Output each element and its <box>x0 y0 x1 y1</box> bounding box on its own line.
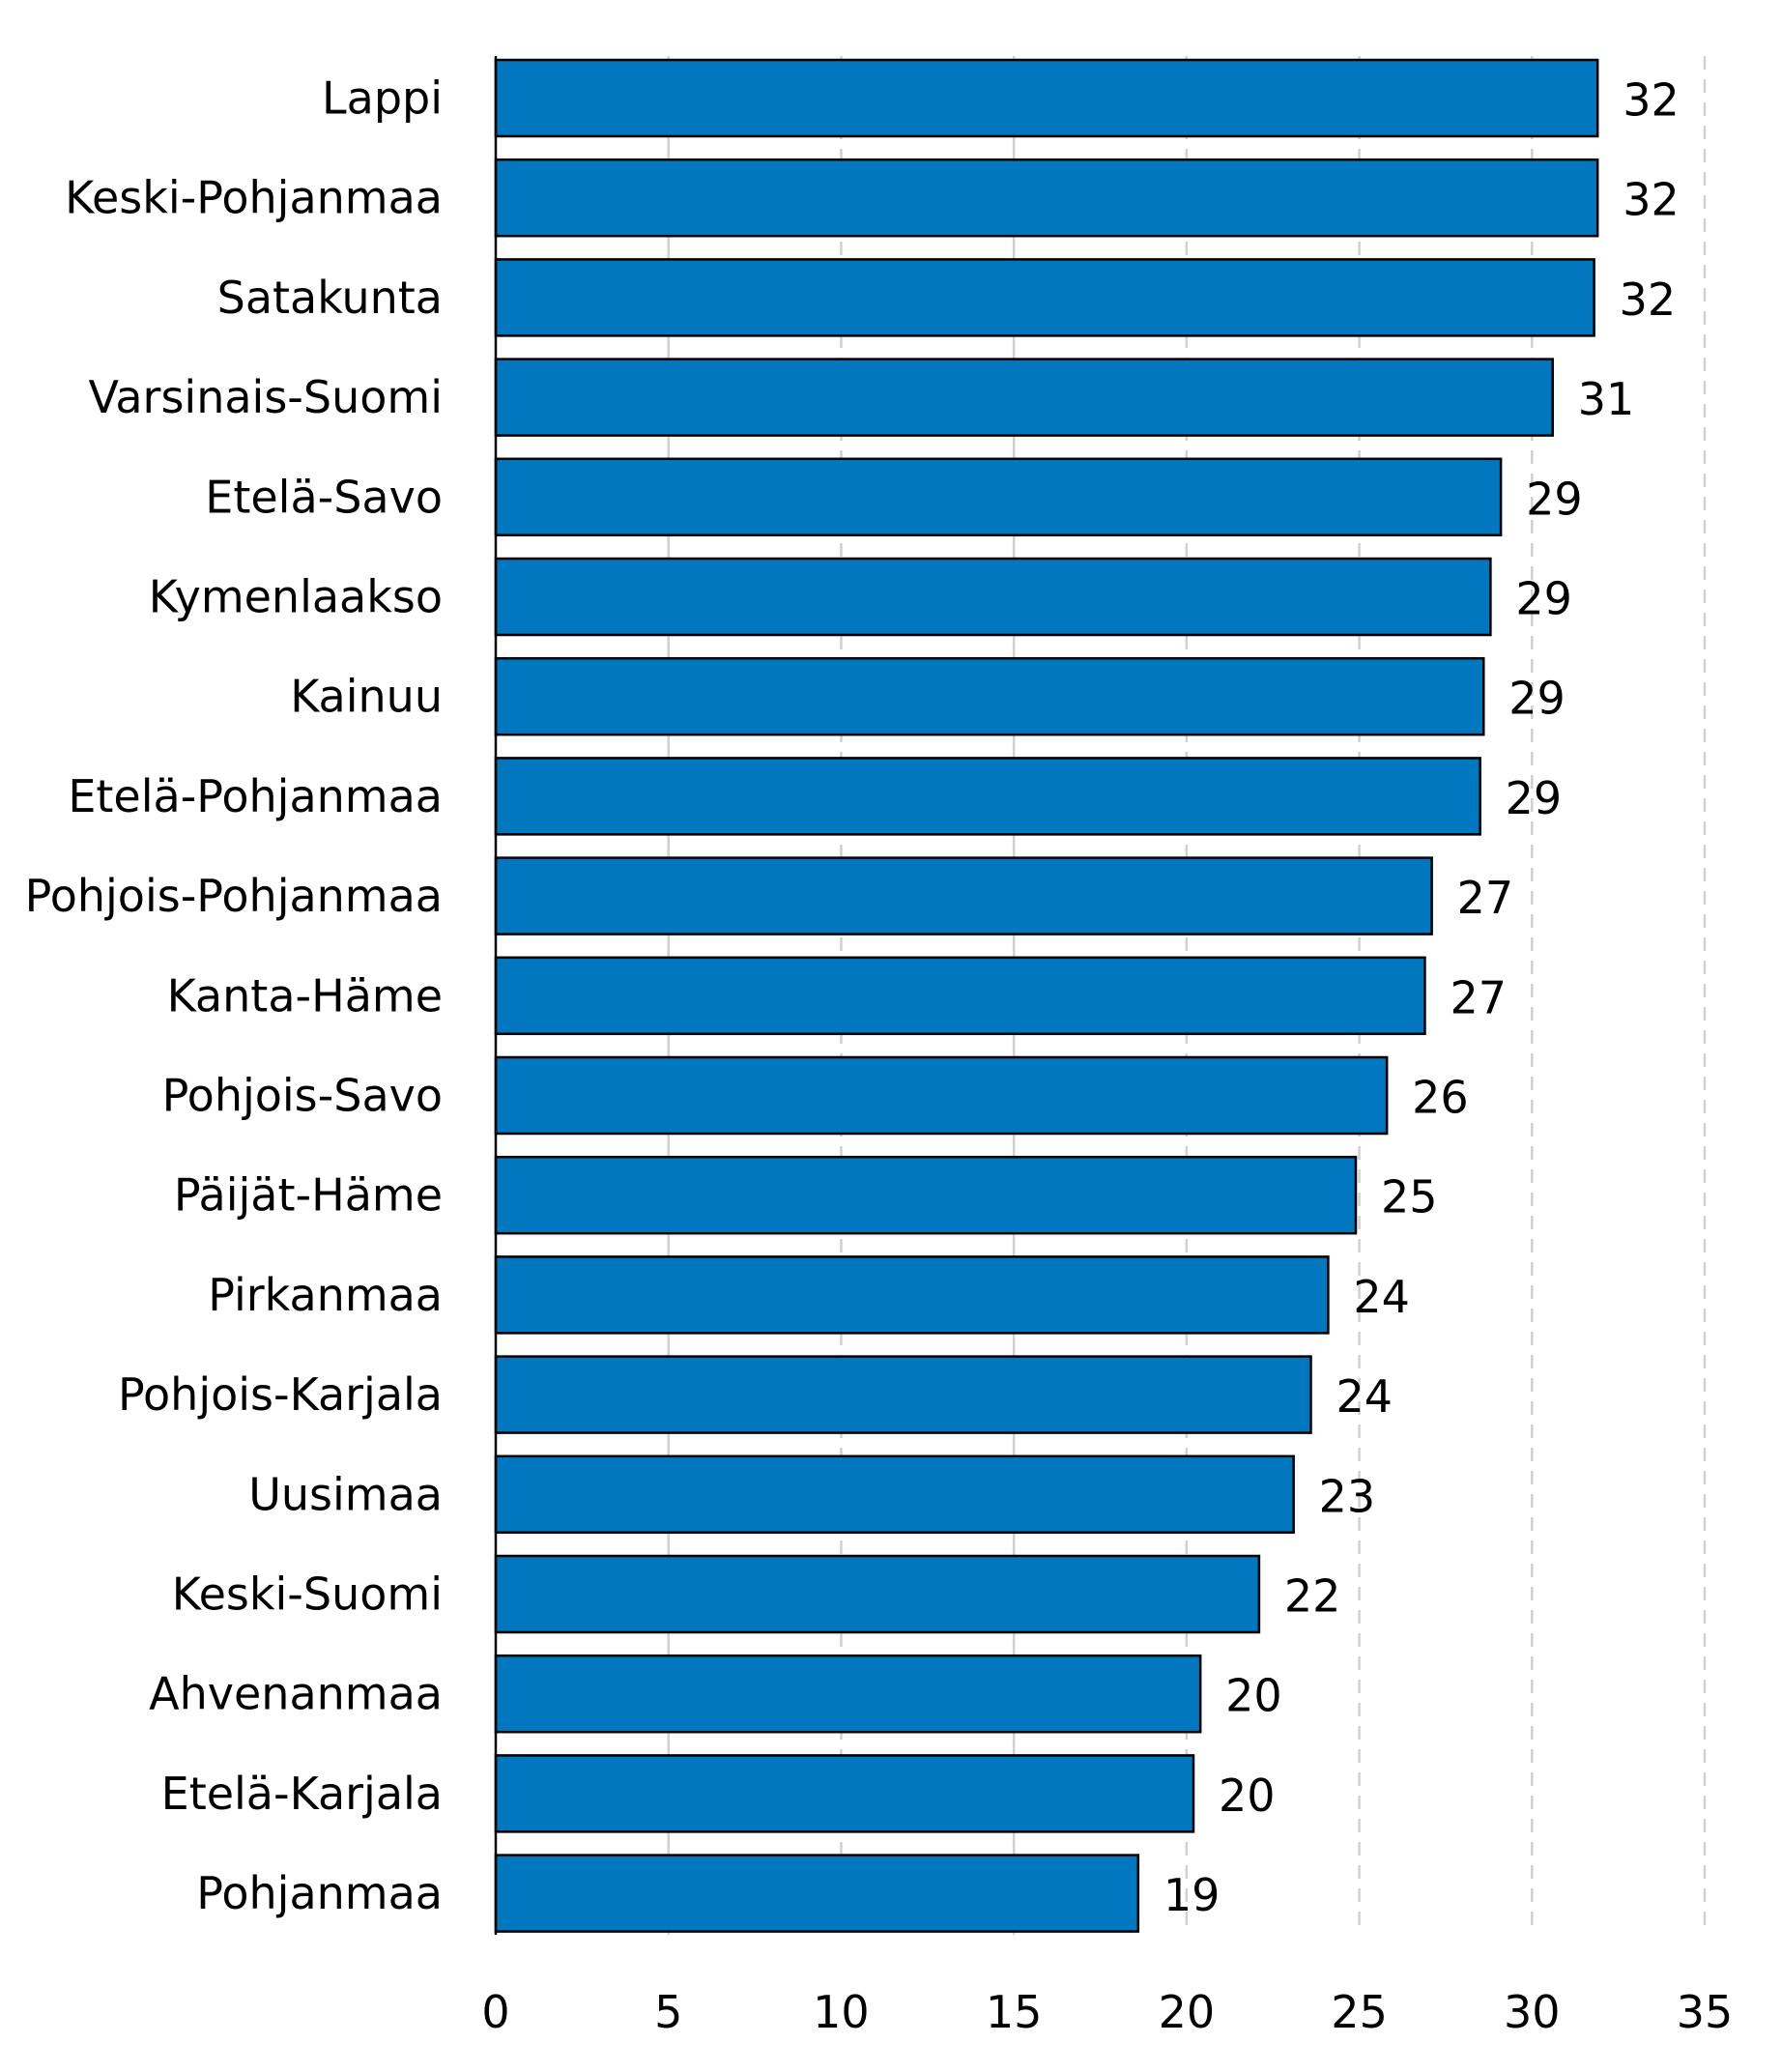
bar <box>494 358 1554 437</box>
data-label: 20 <box>1225 1670 1282 1722</box>
data-label: 31 <box>1578 373 1635 425</box>
x-tick-label: 25 <box>1331 1986 1388 2038</box>
category-label: Etelä-Karjala <box>161 1768 443 1820</box>
bar <box>494 1854 1140 1933</box>
x-tick-label: 15 <box>986 1986 1043 2038</box>
category-label: Pohjois-Pohjanmaa <box>25 870 443 922</box>
category-label: Etelä-Pohjanmaa <box>68 770 443 822</box>
bar <box>494 457 1503 537</box>
category-label: Pohjanmaa <box>196 1867 443 1919</box>
data-label: 29 <box>1508 673 1566 725</box>
category-label: Satakunta <box>217 272 443 324</box>
bar <box>494 956 1426 1036</box>
bar <box>494 757 1481 836</box>
data-label: 22 <box>1284 1570 1341 1623</box>
x-tick-label: 20 <box>1159 1986 1216 2038</box>
data-label: 24 <box>1353 1271 1410 1323</box>
bar <box>494 1355 1312 1434</box>
data-label: 23 <box>1319 1470 1376 1522</box>
bar <box>494 1255 1330 1335</box>
data-label: 32 <box>1623 174 1680 226</box>
bar <box>494 58 1599 138</box>
bar <box>494 1055 1389 1136</box>
labels: 0 5 10 15 20 25 30 35 Lappi 32 Keski-Pohjanmaa 32 Sa… <box>25 72 1734 2039</box>
bar <box>494 1155 1358 1235</box>
category-label: Pirkanmaa <box>208 1269 443 1321</box>
bar <box>494 1654 1202 1734</box>
category-label: Uusimaa <box>248 1468 443 1520</box>
category-label: Kainuu <box>290 671 443 723</box>
data-label: 20 <box>1219 1770 1276 1822</box>
x-tick-label: 5 <box>654 1986 682 2038</box>
data-label: 29 <box>1515 573 1572 625</box>
category-label: Keski-Suomi <box>172 1568 443 1621</box>
data-label: 26 <box>1412 1072 1469 1124</box>
x-tick-label: 0 <box>481 1986 509 2038</box>
category-label: Päijät-Häme <box>174 1169 443 1222</box>
data-label: 27 <box>1450 971 1507 1023</box>
bar <box>494 1454 1295 1535</box>
data-label: 25 <box>1381 1171 1438 1223</box>
bar <box>494 656 1485 736</box>
category-label: Keski-Pohjanmaa <box>65 172 443 224</box>
bar <box>494 557 1492 637</box>
data-label: 29 <box>1526 473 1583 525</box>
data-label: 27 <box>1457 872 1514 924</box>
bar <box>494 856 1433 935</box>
category-label: Pohjois-Karjala <box>118 1368 443 1421</box>
data-label: 32 <box>1623 74 1680 127</box>
bar <box>494 158 1599 238</box>
data-label: 19 <box>1163 1869 1221 1921</box>
bar <box>494 1554 1261 1634</box>
x-tick-label: 10 <box>813 1986 870 2038</box>
data-label: 24 <box>1336 1370 1393 1423</box>
bar <box>494 258 1595 337</box>
category-label: Pohjois-Savo <box>162 1070 443 1122</box>
data-label: 29 <box>1506 772 1563 824</box>
x-tick-label: 35 <box>1677 1986 1734 2038</box>
category-label: Kanta-Häme <box>167 969 443 1022</box>
bars <box>494 58 1599 1933</box>
category-label: Varsinais-Suomi <box>88 371 443 423</box>
category-label: Lappi <box>322 72 443 125</box>
category-label: Ahvenanmaa <box>149 1668 443 1720</box>
category-label: Kymenlaakso <box>149 571 443 623</box>
data-label: 32 <box>1620 273 1677 326</box>
bar <box>494 1754 1195 1833</box>
x-tick-label: 30 <box>1504 1986 1561 2038</box>
category-label: Etelä-Savo <box>205 471 443 523</box>
